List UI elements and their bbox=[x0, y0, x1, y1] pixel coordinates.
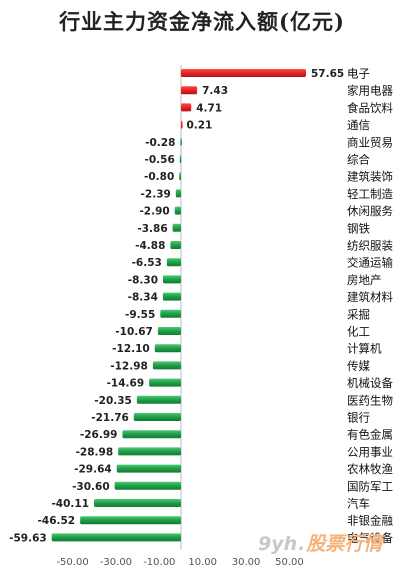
value-label: -8.34 bbox=[128, 292, 158, 304]
value-label: -46.52 bbox=[38, 515, 76, 527]
bar-0 bbox=[181, 69, 306, 77]
value-label: 0.21 bbox=[186, 120, 212, 132]
value-label: -29.64 bbox=[74, 464, 112, 476]
value-label: 57.65 bbox=[311, 68, 344, 80]
bar-5 bbox=[180, 155, 182, 163]
category-label: 有色金属 bbox=[347, 428, 393, 442]
category-label: 交通运输 bbox=[347, 256, 393, 270]
value-label: -6.53 bbox=[132, 257, 162, 269]
category-label: 钢铁 bbox=[347, 221, 370, 235]
bar-17 bbox=[153, 361, 181, 369]
value-label: -4.88 bbox=[135, 240, 165, 252]
value-label: -14.69 bbox=[107, 378, 145, 390]
value-label: -8.30 bbox=[128, 274, 158, 286]
value-label: -40.11 bbox=[51, 498, 89, 510]
category-label: 传媒 bbox=[347, 359, 370, 373]
bar-2 bbox=[181, 103, 191, 111]
value-label: -10.67 bbox=[115, 326, 153, 338]
x-tick-label: 10.00 bbox=[188, 557, 217, 568]
value-label: -21.76 bbox=[91, 412, 129, 424]
value-label: -0.56 bbox=[145, 154, 175, 166]
category-label: 计算机 bbox=[347, 342, 382, 356]
value-label: -20.35 bbox=[94, 395, 132, 407]
value-label: 4.71 bbox=[196, 102, 222, 114]
value-label: -28.98 bbox=[76, 446, 114, 458]
bar-15 bbox=[158, 327, 181, 335]
bar-14 bbox=[160, 310, 181, 318]
category-label: 机械设备 bbox=[347, 376, 393, 390]
value-label: -2.39 bbox=[141, 188, 171, 200]
x-tick-label: 50.00 bbox=[275, 557, 304, 568]
category-label: 通信 bbox=[347, 118, 370, 132]
category-label: 公用事业 bbox=[347, 445, 393, 459]
value-label: -0.80 bbox=[144, 171, 174, 183]
bar-23 bbox=[117, 465, 181, 473]
bar-9 bbox=[173, 224, 181, 232]
category-label: 轻工制造 bbox=[347, 187, 393, 201]
bar-12 bbox=[163, 275, 181, 283]
category-label: 汽车 bbox=[347, 497, 370, 511]
bar-7 bbox=[176, 189, 181, 197]
value-label: -12.10 bbox=[112, 343, 150, 355]
value-label: -12.98 bbox=[110, 360, 148, 372]
value-label: -0.28 bbox=[145, 137, 175, 149]
bar-22 bbox=[118, 447, 181, 455]
category-label: 房地产 bbox=[347, 273, 382, 287]
category-label: 纺织服装 bbox=[347, 239, 393, 253]
bar-13 bbox=[163, 293, 181, 301]
category-label: 建筑材料 bbox=[347, 290, 393, 304]
category-label: 农林牧渔 bbox=[347, 462, 393, 476]
value-label: -59.63 bbox=[9, 532, 47, 544]
bar-16 bbox=[155, 344, 181, 352]
value-label: -26.99 bbox=[80, 429, 118, 441]
bar-11 bbox=[167, 258, 181, 266]
x-tick-label: -30.00 bbox=[100, 557, 132, 568]
category-label: 家用电器 bbox=[347, 84, 393, 98]
bar-26 bbox=[80, 516, 181, 524]
value-label: -9.55 bbox=[125, 309, 155, 321]
bar-19 bbox=[137, 396, 181, 404]
category-label: 医药生物 bbox=[347, 393, 393, 407]
category-label: 食品饮料 bbox=[347, 101, 393, 115]
category-label: 电气设备 bbox=[347, 531, 393, 545]
category-label: 综合 bbox=[347, 153, 370, 167]
category-label: 休闲服务 bbox=[347, 204, 393, 218]
bar-1 bbox=[181, 86, 197, 94]
x-tick-label: 30.00 bbox=[232, 557, 261, 568]
category-label: 化工 bbox=[347, 325, 370, 339]
category-label: 非银金融 bbox=[347, 514, 393, 528]
category-label: 国防军工 bbox=[347, 479, 393, 493]
bar-10 bbox=[170, 241, 181, 249]
bar-6 bbox=[179, 172, 181, 180]
value-label: -3.86 bbox=[137, 223, 167, 235]
value-label: -2.90 bbox=[139, 206, 169, 218]
bar-3 bbox=[181, 121, 183, 129]
category-label: 电子 bbox=[347, 67, 370, 81]
value-label: -30.60 bbox=[72, 481, 110, 493]
bar-25 bbox=[94, 499, 181, 507]
category-label: 银行 bbox=[347, 411, 370, 425]
x-tick-label: -10.00 bbox=[143, 557, 175, 568]
bar-27 bbox=[52, 533, 181, 541]
x-tick-label: -50.00 bbox=[56, 557, 88, 568]
bar-21 bbox=[122, 430, 181, 438]
category-label: 商业贸易 bbox=[347, 135, 393, 149]
bar-18 bbox=[149, 379, 181, 387]
category-label: 采掘 bbox=[347, 307, 370, 321]
value-label: 7.43 bbox=[202, 85, 228, 97]
category-label: 建筑装饰 bbox=[347, 170, 393, 184]
bar-24 bbox=[115, 482, 181, 490]
bar-4 bbox=[180, 138, 182, 146]
bar-8 bbox=[175, 207, 181, 215]
bar-20 bbox=[134, 413, 181, 421]
